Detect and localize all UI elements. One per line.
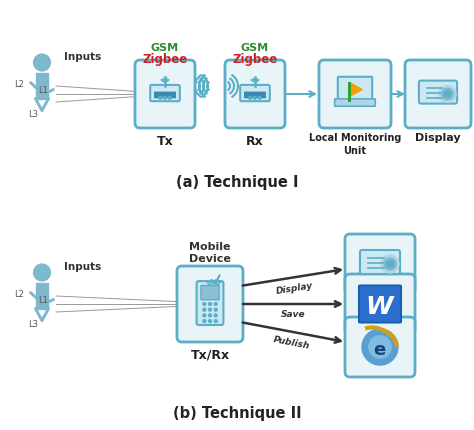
Circle shape (214, 309, 217, 311)
Circle shape (203, 303, 206, 306)
FancyBboxPatch shape (338, 78, 372, 101)
FancyBboxPatch shape (345, 274, 415, 334)
Circle shape (249, 97, 252, 100)
Text: Publish: Publish (272, 334, 310, 350)
Text: W: W (365, 294, 393, 318)
Text: Tx/Rx: Tx/Rx (191, 348, 229, 361)
FancyBboxPatch shape (335, 100, 375, 107)
FancyBboxPatch shape (348, 83, 351, 103)
Text: L3: L3 (28, 110, 38, 119)
FancyBboxPatch shape (359, 286, 401, 323)
Text: GSM: GSM (241, 43, 269, 53)
Polygon shape (350, 84, 362, 97)
Text: L2: L2 (14, 80, 24, 89)
Circle shape (209, 314, 211, 317)
Text: Rx: Rx (246, 135, 264, 147)
Circle shape (384, 258, 396, 270)
Text: L1: L1 (38, 86, 48, 95)
FancyArrow shape (36, 74, 48, 99)
Circle shape (164, 97, 166, 100)
Text: Inputs: Inputs (64, 261, 101, 271)
Text: L1: L1 (38, 295, 48, 304)
Circle shape (209, 309, 211, 311)
FancyBboxPatch shape (405, 61, 471, 129)
FancyBboxPatch shape (225, 61, 285, 129)
Circle shape (445, 92, 450, 98)
Text: Display: Display (275, 280, 314, 295)
FancyBboxPatch shape (360, 250, 400, 274)
Text: Display: Display (415, 133, 461, 143)
Circle shape (442, 89, 453, 101)
Circle shape (362, 329, 398, 365)
Circle shape (203, 309, 206, 311)
FancyBboxPatch shape (201, 286, 219, 300)
Text: Zigbee: Zigbee (232, 52, 278, 65)
Circle shape (168, 97, 171, 100)
Text: L3: L3 (28, 319, 38, 328)
Circle shape (214, 320, 217, 323)
Circle shape (439, 86, 456, 103)
Circle shape (159, 97, 162, 100)
Circle shape (214, 314, 217, 317)
Circle shape (209, 320, 211, 323)
Circle shape (214, 303, 217, 306)
FancyBboxPatch shape (240, 86, 270, 102)
Text: Tx: Tx (156, 135, 173, 147)
Text: Mobile
Device: Mobile Device (189, 241, 231, 264)
Circle shape (203, 314, 206, 317)
FancyBboxPatch shape (197, 282, 223, 325)
Text: e: e (373, 340, 385, 358)
Text: Inputs: Inputs (64, 52, 101, 62)
Text: Save: Save (281, 310, 305, 319)
Text: (b) Technique II: (b) Technique II (173, 405, 301, 421)
Text: (a) Technique I: (a) Technique I (176, 175, 298, 190)
Circle shape (203, 320, 206, 323)
FancyBboxPatch shape (154, 92, 176, 99)
Text: Zigbee: Zigbee (142, 52, 188, 65)
Circle shape (254, 97, 256, 100)
Circle shape (387, 261, 393, 267)
FancyBboxPatch shape (345, 234, 415, 294)
FancyBboxPatch shape (419, 81, 457, 104)
Circle shape (209, 303, 211, 306)
Circle shape (381, 255, 399, 273)
FancyBboxPatch shape (150, 86, 180, 102)
Circle shape (258, 97, 261, 100)
Circle shape (34, 264, 50, 281)
FancyBboxPatch shape (345, 317, 415, 377)
FancyBboxPatch shape (244, 92, 266, 99)
Circle shape (369, 336, 391, 358)
FancyBboxPatch shape (319, 61, 391, 129)
Text: Local Monitoring
Unit: Local Monitoring Unit (309, 133, 401, 156)
Text: GSM: GSM (151, 43, 179, 53)
FancyBboxPatch shape (135, 61, 195, 129)
FancyArrow shape (36, 283, 48, 309)
Text: L2: L2 (14, 289, 24, 298)
FancyBboxPatch shape (177, 266, 243, 342)
Circle shape (34, 55, 50, 72)
